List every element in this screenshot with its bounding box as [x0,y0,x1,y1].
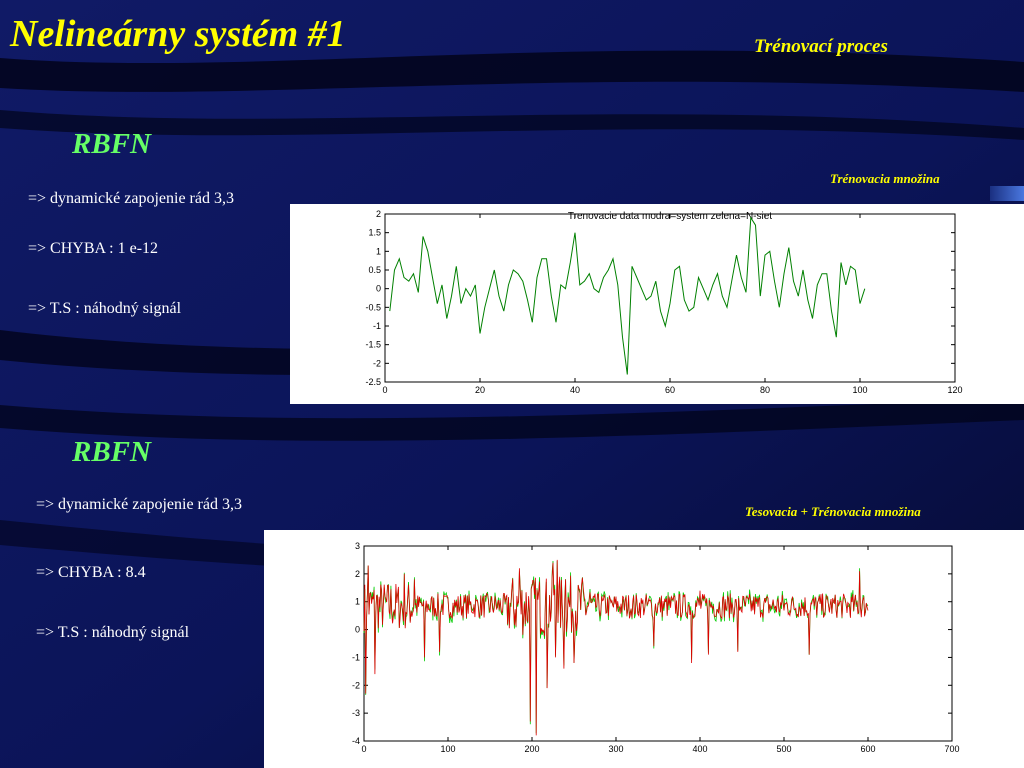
y-tick-label: 0.5 [368,265,381,275]
block2-line-2: => CHYBA : 8.4 [36,564,146,581]
slide-subtitle: Trénovací proces [754,36,888,57]
y-tick-label: 0 [376,284,381,294]
plot-frame [384,213,956,383]
y-tick-label: -2 [373,358,381,368]
x-tick-label: 60 [665,385,675,395]
y-tick-label: -0.5 [365,302,381,312]
x-tick-label: 100 [440,744,455,754]
y-tick-label: -1 [373,321,381,331]
y-tick-label: -2.5 [365,377,381,387]
y-tick-label: -2 [352,680,360,690]
block1-line-2: => CHYBA : 1 e-12 [28,240,159,257]
plot-frame [363,545,953,742]
x-tick-label: 0 [382,385,387,395]
block1-caption: Trénovacia množina [830,171,940,186]
block1-line-3: => T.S : náhodný signál [28,300,182,317]
y-tick-label: 0 [355,625,360,635]
y-tick-label: 1 [376,246,381,256]
series-line [389,216,866,375]
block2-caption: Tesovacia + Trénovacia množina [745,504,921,519]
chart-title: Trenovacie data modra=system zelena=N-si… [568,211,772,222]
block1-line-1: => dynamické zapojenie rád 3,3 [28,190,234,207]
accent-bar [990,186,1024,201]
x-tick-label: 200 [524,744,539,754]
x-tick-label: 40 [570,385,580,395]
y-tick-label: 1.5 [368,228,381,238]
y-tick-label: -1.5 [365,340,381,350]
x-tick-label: 600 [860,744,875,754]
y-tick-label: -1 [352,652,360,662]
y-tick-label: -3 [352,708,360,718]
x-tick-label: 100 [852,385,867,395]
block2-line-3: => T.S : náhodný signál [36,624,190,641]
block1-heading: RBFN [72,128,151,160]
slide-title: Nelineárny systém #1 [10,13,346,55]
y-tick-label: 2 [376,209,381,219]
x-tick-label: 500 [776,744,791,754]
network-series-line [363,559,869,736]
test-chart: 0 100 200 300 400 500 600 700 3 2 1 0 -1 -2 -3 -4 [264,530,1024,768]
y-tick-label: 1 [355,597,360,607]
training-chart: 0 20 40 60 80 100 120 2 1.5 1 0.5 0 -0.5 -1 -1.5 -2 -2.5… [290,204,1024,404]
x-tick-label: 400 [692,744,707,754]
block2-line-1: => dynamické zapojenie rád 3,3 [36,496,242,513]
x-tick-label: 700 [944,744,959,754]
y-tick-label: 2 [355,569,360,579]
x-tick-label: 0 [361,744,366,754]
x-tick-label: 120 [947,385,962,395]
x-tick-label: 300 [608,744,623,754]
y-tick-label: 3 [355,541,360,551]
y-tick-label: -4 [352,736,360,746]
x-tick-label: 20 [475,385,485,395]
block2-heading: RBFN [72,436,151,468]
x-tick-label: 80 [760,385,770,395]
